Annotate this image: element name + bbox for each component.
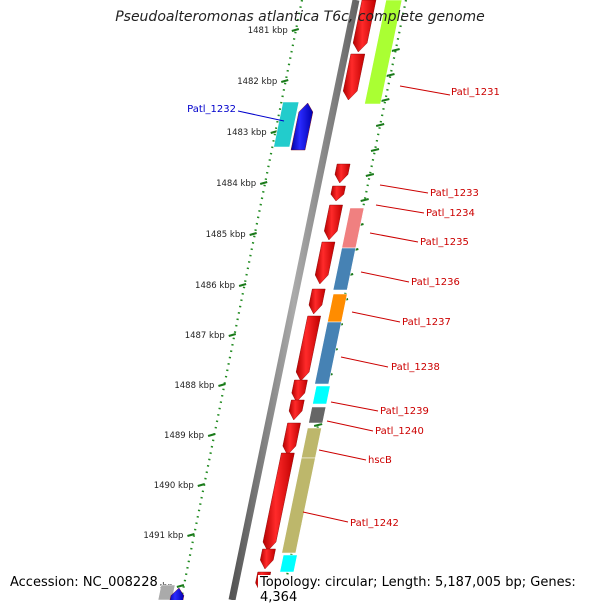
gene-arrow-minus — [291, 379, 308, 403]
label-leader-line — [237, 110, 285, 122]
gene-arrow-minus — [342, 53, 366, 101]
accession-text: Accession: NC_008228 — [8, 575, 160, 590]
gene-arrow-minus — [262, 452, 295, 552]
outer-tick-mark — [360, 198, 369, 202]
tick-mark — [228, 332, 237, 338]
gene-label[interactable]: Patl_1240 — [375, 426, 424, 437]
tick-mark — [238, 282, 247, 288]
feature-bar-steelblue — [332, 247, 357, 291]
feature-bar-khaki — [281, 457, 316, 554]
gene-label[interactable]: Patl_1235 — [420, 237, 469, 248]
gene-label[interactable]: Patl_1233 — [430, 188, 479, 199]
outer-tick-mark — [391, 48, 400, 52]
label-leader-line — [369, 232, 419, 243]
tick-label: 1482 kbp — [237, 77, 277, 87]
tick-mark — [187, 532, 195, 538]
feature-bar-lime — [364, 0, 403, 105]
tick-mark — [218, 382, 226, 388]
tick-mark — [249, 231, 257, 237]
tick-marks: 1481 kbp 1482 kbp 1483 kbp 1484 kbp 1485 kbp… — [133, 26, 400, 592]
label-leader-line — [351, 311, 401, 323]
feature-bar-gray — [308, 406, 327, 424]
gene-labels: Patl_1231 Patl_1232 Patl_1233 Patl_1234 Patl… — [187, 85, 500, 529]
gene-arrow-minus — [334, 163, 351, 184]
label-leader-line — [340, 356, 389, 368]
gene-label[interactable]: hscB — [368, 455, 392, 466]
gene-label[interactable]: Patl_1239 — [380, 406, 429, 417]
outer-tick-mark — [365, 173, 375, 177]
feature-bar-orange — [327, 293, 348, 323]
outer-tick-mark — [370, 148, 380, 152]
outer-tick-mark — [375, 123, 385, 127]
gene-label[interactable]: Patl_1234 — [426, 208, 475, 219]
gene-arrow-minus — [288, 399, 305, 421]
outer-tick-mark — [386, 73, 395, 77]
genome-title: Pseudoalteromonas atlantica T6c, complet… — [115, 9, 485, 25]
feature-bar-steelblue — [314, 321, 342, 385]
gene-label[interactable]: Patl_1232 — [187, 104, 236, 115]
gene-arrow-minus — [260, 548, 276, 570]
tick-label: 1488 kbp — [174, 381, 214, 391]
label-leader-line — [399, 85, 451, 96]
outer-tick-mark — [381, 98, 390, 102]
tick-mark — [259, 180, 268, 186]
tick-label: 1489 kbp — [164, 431, 204, 441]
label-leader-line — [318, 449, 367, 461]
topology-text: Topology: circular; Length: 5,187,005 bp… — [258, 575, 600, 605]
gene-arrow-minus — [295, 315, 321, 382]
feature-bar-khaki — [300, 427, 322, 459]
gene-arrow-minus — [314, 241, 336, 285]
feature-bar-cyan — [279, 554, 298, 573]
gene-label[interactable]: Patl_1242 — [350, 518, 399, 529]
tick-label: 1487 kbp — [185, 331, 225, 341]
position-ring-inner — [179, 0, 304, 601]
label-leader-line — [302, 511, 349, 523]
tick-label: 1485 kbp — [206, 230, 246, 240]
gene-arrow-minus — [352, 0, 377, 53]
tick-label: 1490 kbp — [154, 481, 194, 491]
gene-label[interactable]: Patl_1237 — [402, 317, 451, 328]
feature-bar-teal — [273, 101, 300, 148]
gene-arrow-minus — [330, 185, 346, 202]
tick-mark — [207, 432, 216, 438]
gene-label[interactable]: Patl_1236 — [411, 277, 460, 288]
tick-label: 1483 kbp — [227, 128, 267, 138]
tick-label: 1481 kbp — [248, 26, 288, 36]
tick-label: 1491 kbp — [143, 531, 183, 541]
label-leader-line — [360, 271, 410, 283]
tick-mark — [176, 583, 185, 589]
feature-bar-salmon — [341, 207, 365, 249]
gene-arrow-minus — [308, 288, 326, 315]
label-leader-line — [375, 204, 425, 214]
gene-arrow-minus — [282, 422, 301, 456]
tick-mark — [197, 482, 206, 488]
genome-backbone — [228, 0, 360, 601]
gene-label[interactable]: Patl_1231 — [451, 87, 500, 98]
tick-mark — [280, 78, 289, 84]
tick-label: 1486 kbp — [195, 281, 235, 291]
gene-arrow-minus — [324, 204, 343, 241]
label-leader-line — [379, 184, 429, 194]
outer-tick-mark — [313, 423, 323, 427]
feature-bar-cyan — [312, 385, 331, 405]
gene-arrow-plus — [290, 102, 314, 151]
label-leader-line — [330, 401, 379, 412]
gene-label[interactable]: Patl_1238 — [391, 362, 440, 373]
tick-mark — [291, 27, 300, 33]
tick-label: 1484 kbp — [216, 179, 256, 189]
label-leader-line — [326, 420, 374, 432]
gene-arrows — [168, 0, 377, 605]
